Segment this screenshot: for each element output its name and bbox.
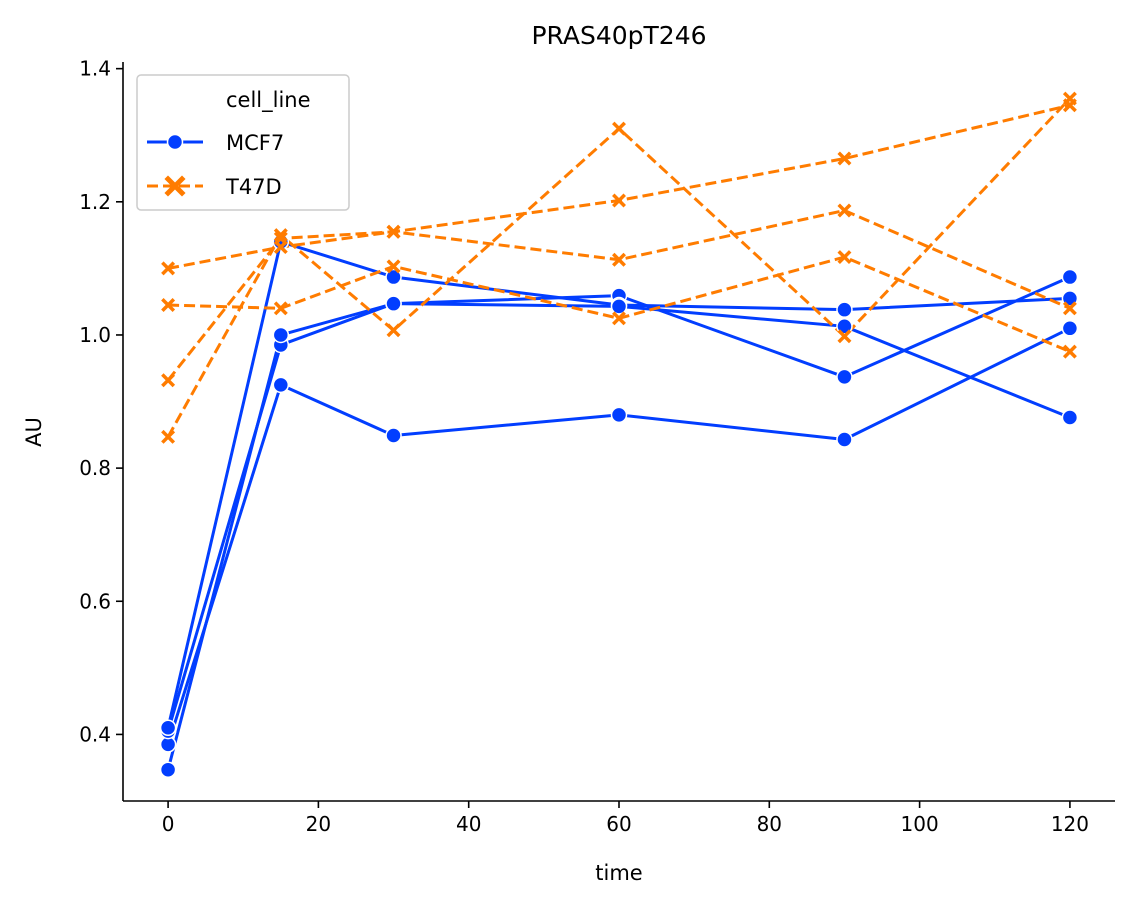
data-point-t47d (161, 429, 176, 444)
data-point-mcf7 (836, 301, 853, 318)
x-tick-label: 80 (757, 812, 782, 836)
data-point-mcf7 (610, 298, 628, 315)
data-point-t47d (1062, 344, 1077, 359)
y-tick-label: 1.2 (79, 190, 111, 214)
legend-marker-mcf7 (166, 133, 184, 151)
data-point-mcf7 (610, 406, 628, 424)
x-axis-title: time (595, 861, 642, 885)
x-tick-label: 100 (901, 812, 939, 836)
x-tick-label: 120 (1051, 812, 1089, 836)
x-tick-label: 20 (306, 812, 331, 836)
data-point-mcf7 (385, 268, 402, 286)
data-point-mcf7 (1061, 268, 1079, 286)
data-point-t47d (1062, 301, 1077, 316)
data-point-t47d (386, 259, 401, 274)
legend: cell_line MCF7 T47D (136, 74, 350, 211)
data-point-t47d (161, 261, 176, 276)
y-tick-label: 0.6 (79, 589, 111, 613)
data-point-mcf7 (1061, 409, 1079, 426)
data-point-t47d (161, 373, 176, 388)
legend-label-mcf7: MCF7 (226, 131, 284, 155)
data-point-t47d (386, 224, 401, 239)
data-point-t47d (612, 121, 626, 136)
data-point-mcf7 (1061, 320, 1079, 337)
data-point-t47d (837, 203, 852, 218)
data-point-mcf7 (836, 318, 853, 335)
data-point-t47d (612, 252, 626, 267)
data-point-t47d (612, 311, 626, 326)
data-point-t47d (273, 231, 288, 246)
data-point-t47d (837, 151, 852, 166)
data-point-t47d (612, 193, 626, 208)
series-line-mcf7 (166, 326, 1071, 745)
data-point-mcf7 (159, 719, 177, 737)
series-line-t47d (168, 255, 1071, 353)
data-point-t47d (161, 298, 176, 312)
legend-marker-t47d (164, 175, 186, 197)
data-point-mcf7 (385, 295, 402, 312)
y-tick-label: 1.0 (79, 323, 111, 347)
data-point-mcf7 (836, 431, 853, 448)
data-point-t47d (837, 329, 852, 344)
legend-label-t47d: T47D (225, 175, 282, 199)
x-tick-label: 0 (162, 812, 175, 836)
series-line-t47d (167, 103, 1071, 270)
y-tick-label: 0.8 (79, 456, 111, 480)
data-point-t47d (837, 250, 852, 265)
data-point-mcf7 (1061, 290, 1079, 307)
data-point-t47d (273, 240, 288, 255)
series-line-mcf7 (166, 275, 1071, 732)
data-point-mcf7 (272, 326, 290, 344)
series-lines (166, 97, 1071, 771)
data-point-mcf7 (159, 761, 177, 778)
y-tick-label: 0.4 (79, 722, 111, 746)
data-point-t47d (1062, 98, 1077, 113)
y-axis-title: AU (22, 417, 46, 447)
series-line-t47d (166, 97, 1071, 438)
series-line-mcf7 (166, 240, 1070, 729)
legend-box (136, 74, 350, 211)
series-markers (159, 91, 1079, 778)
data-point-mcf7 (385, 427, 402, 444)
y-ticks: 0.4 0.6 0.8 1.0 1.2 1.4 (79, 57, 123, 746)
x-ticks: 0 20 40 60 80 100 120 (162, 801, 1089, 836)
data-point-mcf7 (272, 376, 290, 394)
x-tick-label: 40 (456, 812, 481, 836)
data-point-t47d (386, 323, 401, 338)
data-point-t47d (273, 301, 288, 316)
data-point-t47d (273, 228, 288, 243)
x-tick-label: 60 (606, 812, 631, 836)
y-tick-label: 1.4 (79, 57, 111, 81)
chart-title: PRAS40pT246 (531, 21, 706, 50)
series-line-t47d (166, 208, 1071, 382)
data-point-mcf7 (836, 368, 853, 386)
series-line-mcf7 (166, 302, 1071, 771)
legend-title: cell_line (226, 88, 311, 113)
